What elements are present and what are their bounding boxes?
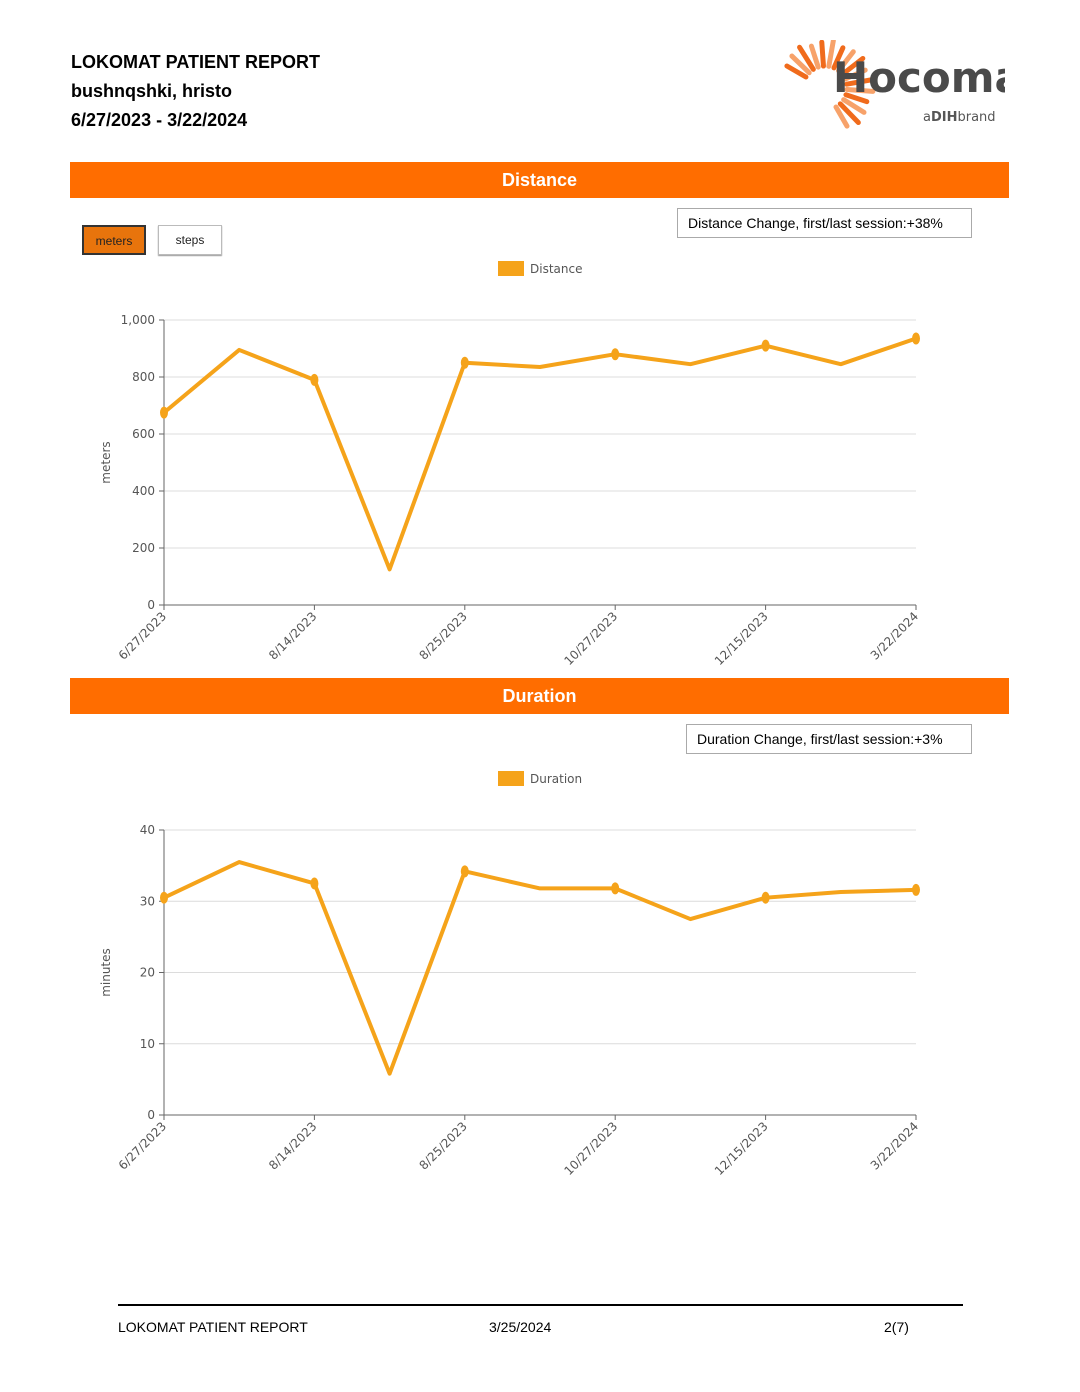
data-point [310,877,319,890]
footer-date: 3/25/2024 [489,1319,552,1335]
logo-ray [833,104,850,129]
distance-section-header: Distance [70,162,1009,198]
data-point [611,348,620,361]
y-axis-label: meters [99,441,113,483]
y-tick-label: 1,000 [121,313,155,327]
svg-text:aDIHbrand: aDIHbrand [923,110,996,125]
x-tick-label: 8/25/2023 [417,609,470,662]
logo-ray [826,40,836,69]
logo-ray [843,92,870,105]
y-tick-label: 0 [147,598,155,612]
data-point [160,891,168,904]
data-point [160,406,168,419]
logo-ray [797,44,816,72]
logo-ray [841,97,867,115]
logo-ray [836,49,856,74]
logo-ray [844,77,873,87]
y-tick-label: 40 [140,823,155,837]
report-title: LOKOMAT PATIENT REPORT [71,52,320,72]
y-tick-label: 400 [132,484,155,498]
logo-tagline-c: brand [957,110,995,125]
y-axis-label: minutes [99,948,113,997]
logo-tagline-a: a [923,110,931,125]
data-point [912,883,920,896]
x-tick-label: 10/27/2023 [562,1119,621,1178]
legend-label: Distance [530,262,582,276]
logo-ray [837,101,861,126]
x-tick-label: 3/22/2024 [868,609,921,662]
legend-swatch [498,261,524,276]
duration-change-box: Duration Change, first/last session:+3% [686,724,972,754]
data-point [912,332,920,345]
logo-ray [839,55,866,77]
patient-name: bushnqshki, hristo [71,81,233,101]
data-point [611,882,620,895]
date-range: 6/27/2023 - 3/22/2024 [71,110,248,130]
x-tick-label: 3/22/2024 [868,1119,921,1172]
data-point [460,865,469,878]
meters-toggle-button[interactable]: meters [82,225,146,255]
duration-chart: Duration 0 10 20 30 40 minutes 6/27/2023 8/14/20… [99,771,921,1178]
logo-ray [789,53,812,76]
logo-tagline-b: DIH [931,110,958,125]
y-tick-label: 10 [140,1037,155,1051]
x-tick-label: 6/27/2023 [116,609,169,662]
x-tick-label: 10/27/2023 [562,609,621,668]
series-line [162,336,917,572]
distance-chart: Distance 0 200 400 600 800 1,000 meters 6/27/202… [99,261,921,668]
y-tick-label: 600 [132,427,155,441]
footer-page: 2(7) [884,1319,909,1335]
data-point [310,373,319,386]
duration-section-header: Duration [70,678,1009,714]
logo-ray [819,40,826,69]
x-tick-label: 8/14/2023 [266,1119,319,1172]
report-header: LOKOMAT PATIENT REPORT bushnqshki, hrist… [71,48,320,135]
x-tick-label: 8/25/2023 [417,1119,470,1172]
distance-change-box: Distance Change, first/last session:+38% [677,208,972,238]
data-point [761,891,770,904]
hocoma-logo: Hocoma aDIHbrand [784,40,1005,129]
footer-divider [118,1304,963,1306]
logo-name: Hocoma [833,53,1005,102]
steps-toggle-button[interactable]: steps [158,225,222,255]
logo-ray [784,63,809,80]
logo-ray [844,87,876,94]
legend-swatch [498,771,524,786]
y-tick-label: 200 [132,541,155,555]
y-tick-label: 30 [140,894,155,908]
logo-ray [842,67,868,82]
data-point [761,339,770,352]
y-tick-label: 800 [132,370,155,384]
logo-ray [831,45,846,71]
data-point [460,356,469,369]
y-tick-label: 0 [147,1108,155,1122]
x-tick-label: 8/14/2023 [266,609,319,662]
x-tick-label: 6/27/2023 [116,1119,169,1172]
x-tick-label: 12/15/2023 [712,1119,771,1178]
footer-title: LOKOMAT PATIENT REPORT [118,1319,308,1335]
x-tick-label: 12/15/2023 [712,609,771,668]
logo-ray [808,43,821,70]
legend-label: Duration [530,772,582,786]
series-line [163,860,917,1076]
y-tick-label: 20 [140,966,155,980]
